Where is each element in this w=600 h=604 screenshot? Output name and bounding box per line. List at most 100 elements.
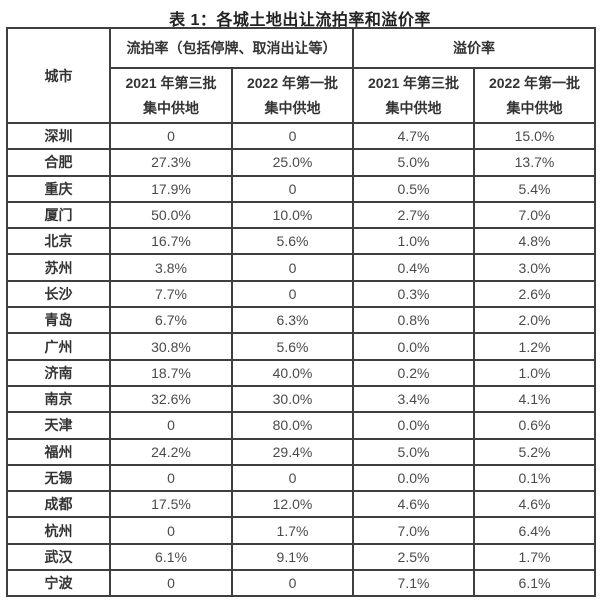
- value-cell: 4.6%: [352, 490, 475, 519]
- value-cell: 80.0%: [231, 411, 354, 440]
- value-cell: 6.1%: [109, 542, 233, 572]
- value-cell: 0.1%: [473, 463, 596, 493]
- city-cell: 杭州: [6, 516, 111, 545]
- table-row: 无锡 0 0 0.0% 0.1%: [6, 463, 596, 493]
- city-cell: 重庆: [6, 174, 111, 203]
- value-cell: 0: [109, 463, 233, 493]
- table-row: 苏州 3.8% 0 0.4% 3.0%: [6, 253, 596, 282]
- value-cell: 4.1%: [473, 384, 596, 414]
- value-cell: 5.0%: [352, 437, 475, 466]
- table-row: 广州 30.8% 5.6% 0.0% 1.2%: [6, 332, 596, 361]
- sub-header-line1: 2022 年第一批: [246, 74, 339, 91]
- table-row: 济南 18.7% 40.0% 0.2% 1.0%: [6, 358, 596, 387]
- table-row: 福州 24.2% 29.4% 5.0% 5.2%: [6, 437, 596, 466]
- value-cell: 7.1%: [352, 569, 475, 598]
- value-cell: 0.0%: [352, 463, 475, 493]
- sub-header-failure-2021-batch3: 2021 年第三批 集中供地: [109, 67, 233, 124]
- value-cell: 27.3%: [109, 148, 233, 177]
- value-cell: 0: [231, 121, 354, 151]
- value-cell: 1.7%: [473, 542, 596, 572]
- sub-header-line2: 集中供地: [385, 99, 442, 116]
- table-row: 杭州 0 1.7% 7.0% 6.4%: [6, 516, 596, 545]
- value-cell: 0.4%: [352, 253, 475, 282]
- value-cell: 0: [231, 279, 354, 309]
- value-cell: 24.2%: [109, 437, 233, 466]
- value-cell: 5.6%: [231, 227, 354, 256]
- value-cell: 4.8%: [473, 227, 596, 256]
- value-cell: 0: [231, 174, 354, 203]
- city-cell: 福州: [6, 437, 111, 466]
- value-cell: 4.7%: [352, 121, 475, 151]
- value-cell: 0: [109, 121, 233, 151]
- sub-header-line2: 集中供地: [143, 99, 199, 116]
- value-cell: 3.8%: [109, 253, 233, 282]
- city-cell: 天津: [6, 411, 111, 440]
- city-cell: 成都: [6, 490, 111, 519]
- value-cell: 5.4%: [473, 174, 596, 203]
- value-cell: 40.0%: [231, 358, 354, 387]
- table-row: 青岛 6.7% 6.3% 0.8% 2.0%: [6, 306, 596, 335]
- group-header-failure-rate: 流拍率（包括停牌、取消出让等）: [109, 27, 354, 69]
- value-cell: 7.7%: [109, 279, 233, 309]
- value-cell: 17.9%: [109, 174, 233, 203]
- table-row: 长沙 7.7% 0 0.3% 2.6%: [6, 279, 596, 309]
- table-row: 武汉 6.1% 9.1% 2.5% 1.7%: [6, 542, 596, 572]
- value-cell: 0.6%: [473, 411, 596, 440]
- city-cell: 合肥: [6, 148, 111, 177]
- table-row: 北京 16.7% 5.6% 1.0% 4.8%: [6, 227, 596, 256]
- column-header-city: 城市: [6, 27, 111, 124]
- value-cell: 29.4%: [231, 437, 354, 466]
- value-cell: 6.3%: [231, 306, 354, 335]
- value-cell: 1.2%: [473, 332, 596, 361]
- city-cell: 深圳: [6, 121, 111, 151]
- city-cell: 厦门: [6, 200, 111, 230]
- city-cell: 无锡: [6, 463, 111, 493]
- sub-header-line1: 2022 年第一批: [488, 74, 581, 91]
- value-cell: 0: [231, 569, 354, 598]
- sub-header-line2: 集中供地: [506, 99, 563, 116]
- city-cell: 南京: [6, 384, 111, 414]
- city-cell: 宁波: [6, 569, 111, 598]
- group-header-premium-rate: 溢价率: [352, 27, 596, 69]
- value-cell: 0.5%: [352, 174, 475, 203]
- value-cell: 0.3%: [352, 279, 475, 309]
- table-row: 南京 32.6% 30.0% 3.4% 4.1%: [6, 384, 596, 414]
- value-cell: 30.0%: [231, 384, 354, 414]
- value-cell: 32.6%: [109, 384, 233, 414]
- table-title: 表 1：各城土地出让流拍率和溢价率: [169, 12, 431, 29]
- city-cell: 苏州: [6, 253, 111, 282]
- table-row: 成都 17.5% 12.0% 4.6% 4.6%: [6, 490, 596, 519]
- table-body: 深圳 0 0 4.7% 15.0% 合肥 27.3% 25.0% 5.0% 13…: [6, 121, 596, 598]
- value-cell: 7.0%: [473, 200, 596, 230]
- table-row: 天津 0 80.0% 0.0% 0.6%: [6, 411, 596, 440]
- value-cell: 6.4%: [473, 516, 596, 545]
- table-row: 深圳 0 0 4.7% 15.0%: [6, 121, 596, 151]
- city-cell: 广州: [6, 332, 111, 361]
- value-cell: 6.1%: [473, 569, 596, 598]
- value-cell: 12.0%: [231, 490, 354, 519]
- data-table: 城市 流拍率（包括停牌、取消出让等） 溢价率 2021 年第三批 集中供地 20…: [6, 27, 596, 598]
- city-cell: 武汉: [6, 542, 111, 572]
- value-cell: 17.5%: [109, 490, 233, 519]
- value-cell: 0: [231, 463, 354, 493]
- table-header: 城市 流拍率（包括停牌、取消出让等） 溢价率 2021 年第三批 集中供地 20…: [6, 27, 596, 124]
- value-cell: 0: [109, 516, 233, 545]
- sub-header-line1: 2021 年第三批: [125, 74, 217, 91]
- value-cell: 10.0%: [231, 200, 354, 230]
- value-cell: 2.6%: [473, 279, 596, 309]
- city-cell: 北京: [6, 227, 111, 256]
- value-cell: 3.0%: [473, 253, 596, 282]
- value-cell: 5.0%: [352, 148, 475, 177]
- value-cell: 0.0%: [352, 411, 475, 440]
- value-cell: 1.7%: [231, 516, 354, 545]
- value-cell: 5.6%: [231, 332, 354, 361]
- value-cell: 0: [109, 411, 233, 440]
- sub-header-premium-2022-batch1: 2022 年第一批 集中供地: [473, 67, 596, 124]
- value-cell: 25.0%: [231, 148, 354, 177]
- value-cell: 50.0%: [109, 200, 233, 230]
- value-cell: 0.0%: [352, 332, 475, 361]
- value-cell: 3.4%: [352, 384, 475, 414]
- value-cell: 2.0%: [473, 306, 596, 335]
- city-cell: 济南: [6, 358, 111, 387]
